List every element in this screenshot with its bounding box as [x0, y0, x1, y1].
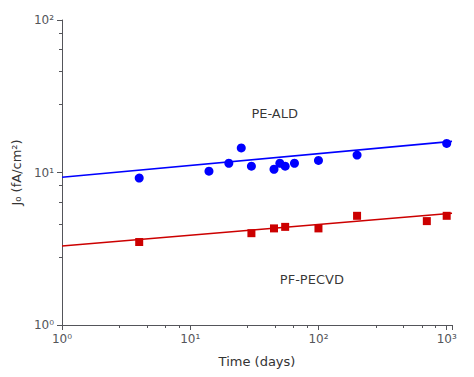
svg-text:10²: 10² [34, 13, 54, 27]
svg-text:10¹: 10¹ [34, 166, 54, 180]
svg-text:10³: 10³ [437, 332, 457, 346]
svg-text:10⁰: 10⁰ [52, 332, 72, 346]
svg-text:PE-ALD: PE-ALD [251, 106, 298, 121]
svg-text:10²: 10² [308, 332, 328, 346]
svg-text:10⁰: 10⁰ [34, 318, 54, 332]
svg-text:Time (days): Time (days) [218, 354, 296, 369]
svg-text:10¹: 10¹ [180, 332, 200, 346]
svg-text:J₀ (fA/cm²): J₀ (fA/cm²) [9, 139, 24, 206]
svg-text:PF-PECVD: PF-PECVD [280, 272, 344, 287]
